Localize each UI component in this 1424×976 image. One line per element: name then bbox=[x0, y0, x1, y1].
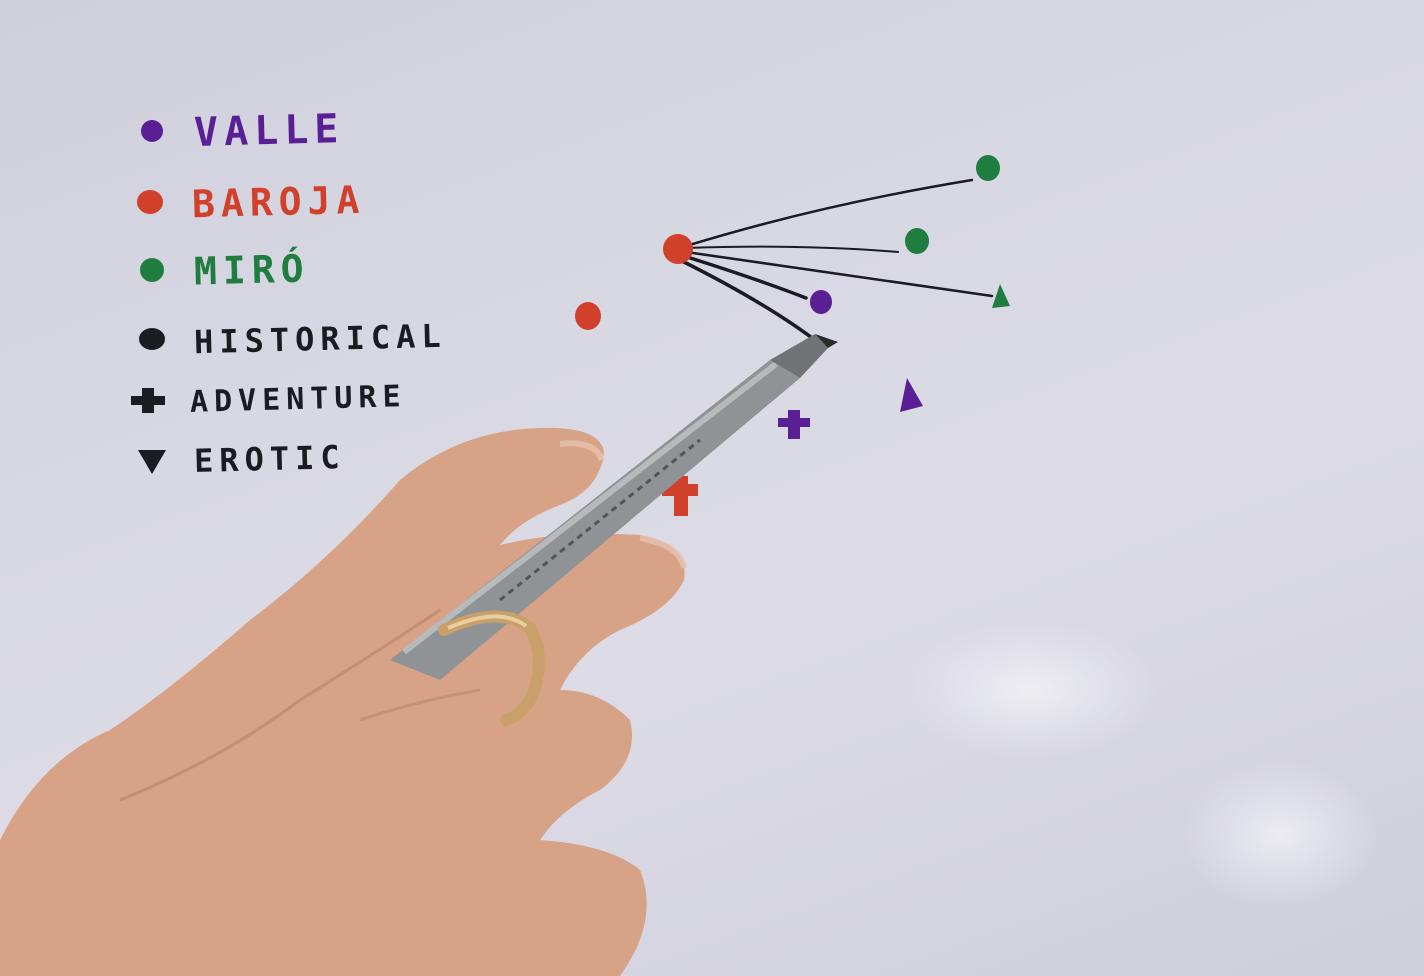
edge-line bbox=[686, 252, 992, 296]
green-node bbox=[905, 228, 929, 254]
red-node bbox=[575, 302, 601, 330]
green-triangle-node bbox=[992, 284, 1010, 308]
green-node bbox=[976, 155, 1000, 181]
red-node-hub bbox=[663, 234, 693, 264]
edge-line bbox=[680, 260, 820, 344]
purple-plus-node bbox=[778, 410, 810, 439]
edge-line bbox=[686, 180, 972, 246]
purple-triangle-node bbox=[900, 378, 923, 412]
purple-node bbox=[810, 290, 832, 314]
edge-line bbox=[686, 247, 898, 252]
edge-line bbox=[684, 256, 806, 298]
